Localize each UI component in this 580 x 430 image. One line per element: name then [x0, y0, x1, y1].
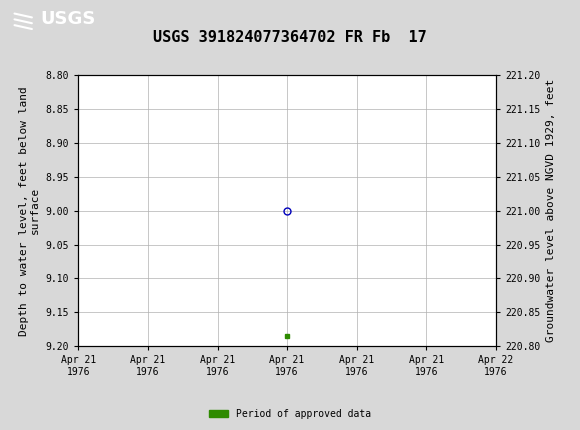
Text: USGS 391824077364702 FR Fb  17: USGS 391824077364702 FR Fb 17 — [153, 30, 427, 45]
Y-axis label: Depth to water level, feet below land
surface: Depth to water level, feet below land su… — [19, 86, 40, 335]
Text: USGS: USGS — [41, 10, 96, 28]
Y-axis label: Groundwater level above NGVD 1929, feet: Groundwater level above NGVD 1929, feet — [546, 79, 556, 342]
Legend: Period of approved data: Period of approved data — [205, 405, 375, 423]
